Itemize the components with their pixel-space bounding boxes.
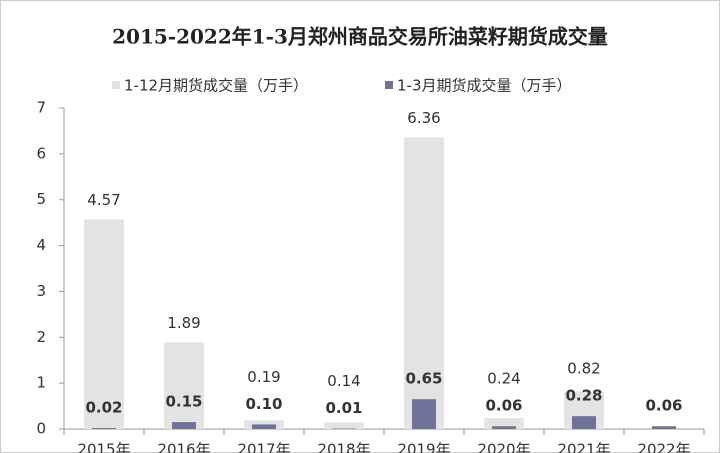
value-label: 0.19 [247, 368, 280, 386]
y-tick-label: 0 [36, 420, 46, 438]
bar [252, 424, 276, 429]
value-label: 0.15 [165, 393, 202, 411]
y-tick-label: 4 [36, 236, 46, 254]
x-tick-label: 2021年 [557, 441, 610, 453]
value-label: 0.10 [245, 395, 282, 413]
y-tick-label: 2 [36, 328, 46, 346]
y-tick-label: 1 [36, 374, 46, 392]
bar [324, 422, 364, 429]
bar [92, 428, 116, 429]
y-tick-label: 5 [36, 190, 46, 208]
legend-swatch [385, 81, 393, 89]
bar [84, 219, 124, 429]
x-tick-label: 2022年 [637, 441, 690, 453]
legend-swatch [112, 81, 120, 89]
x-tick-label: 2018年 [317, 441, 370, 453]
bar [404, 137, 444, 429]
value-label: 0.65 [405, 370, 442, 388]
y-tick-label: 3 [36, 282, 46, 300]
value-label: 0.06 [645, 397, 682, 415]
bar [164, 342, 204, 429]
legend-label: 1-3月期货成交量（万手） [397, 77, 572, 95]
bar [172, 422, 196, 429]
value-label: 1.89 [167, 314, 200, 332]
value-label: 4.57 [87, 191, 120, 209]
x-tick-label: 2015年 [77, 441, 130, 453]
value-label: 0.01 [325, 399, 362, 417]
bar [572, 416, 596, 429]
value-label: 0.02 [85, 399, 122, 417]
value-label: 0.82 [567, 360, 600, 378]
legend-label: 1-12月期货成交量（万手） [124, 77, 308, 95]
y-tick-label: 7 [36, 99, 46, 117]
bar [492, 426, 516, 429]
bar [652, 426, 676, 429]
chart-title: 2015-2022年1-3月郑州商品交易所油菜籽期货成交量 [112, 25, 608, 49]
bar [412, 399, 436, 429]
value-label: 6.36 [407, 109, 440, 127]
bar [484, 417, 524, 429]
value-label: 0.28 [565, 387, 602, 405]
value-label: 0.14 [327, 372, 360, 390]
y-tick-label: 6 [36, 144, 46, 162]
value-label: 0.24 [487, 370, 520, 388]
x-tick-label: 2017年 [237, 441, 290, 453]
x-tick-label: 2020年 [477, 441, 530, 453]
x-tick-label: 2016年 [157, 441, 210, 453]
value-label: 0.06 [485, 397, 522, 415]
x-tick-label: 2019年 [397, 441, 450, 453]
